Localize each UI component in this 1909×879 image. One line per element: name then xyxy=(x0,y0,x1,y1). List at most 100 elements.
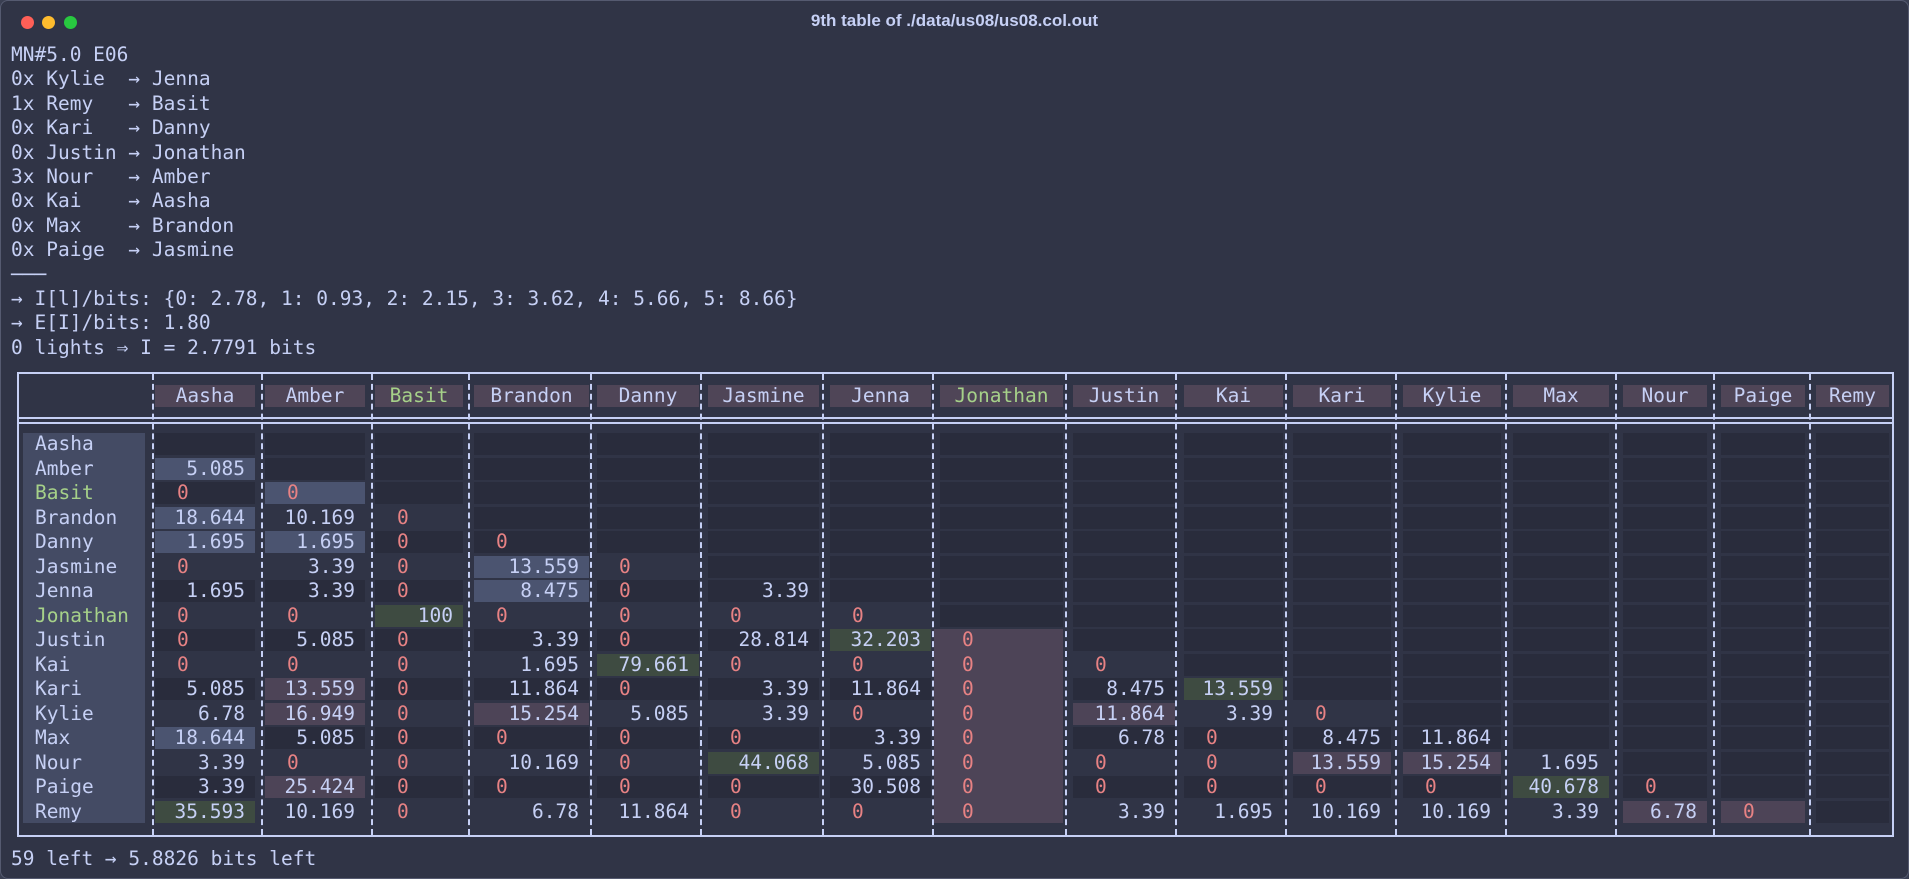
highlight-column xyxy=(934,629,1063,823)
zoom-button[interactable] xyxy=(64,16,77,29)
table-cell xyxy=(1073,433,1175,455)
header-line: 1x Remy → Basit xyxy=(11,91,211,115)
table-cell xyxy=(1513,629,1609,651)
table-cell xyxy=(1623,751,1707,774)
table-cell: 11.864 xyxy=(830,678,931,700)
table-cell xyxy=(1403,433,1501,455)
column-divider xyxy=(1505,374,1507,835)
table-cell: 0 xyxy=(962,677,974,700)
table-cell: 0 xyxy=(375,678,463,700)
table-cell xyxy=(1403,457,1501,480)
table-cell xyxy=(1073,604,1175,627)
table-cell xyxy=(1184,482,1283,504)
table-cell: 18.644 xyxy=(155,727,255,749)
table-cell: 0 xyxy=(474,531,589,553)
table-cell xyxy=(1403,482,1501,504)
table-cell xyxy=(1293,678,1391,700)
table-cell xyxy=(1293,531,1391,553)
close-button[interactable] xyxy=(21,16,34,29)
table-cell xyxy=(940,482,1063,504)
header-rule xyxy=(17,417,1894,419)
table-cell xyxy=(830,457,931,480)
table-cell xyxy=(1623,678,1707,700)
table-cell xyxy=(830,482,931,504)
table-cell: 6.78 xyxy=(532,799,579,823)
table-cell: 1.695 xyxy=(155,531,255,553)
table-cell xyxy=(474,457,589,480)
table-cell xyxy=(1623,727,1707,749)
table-cell xyxy=(1403,604,1501,627)
table-cell: 10.169 xyxy=(508,750,579,774)
table-cell: 0 xyxy=(619,603,631,627)
table-cell: 0 xyxy=(287,652,299,676)
table-cell xyxy=(1073,457,1175,480)
table-cell xyxy=(1513,604,1609,627)
table-cell xyxy=(1073,482,1175,504)
table-cell: 79.661 xyxy=(597,653,699,676)
table-cell: 0 xyxy=(619,554,631,578)
table-cell: 6.78 xyxy=(198,701,245,725)
row-label: Kai xyxy=(35,652,71,676)
table-cell: 11.864 xyxy=(618,799,689,823)
table-cell xyxy=(1403,629,1501,651)
table-cell: 0 xyxy=(962,652,974,676)
table-cell xyxy=(1816,800,1889,823)
table-cell xyxy=(597,433,699,455)
table-cell xyxy=(1816,506,1889,529)
table-cell: 0 xyxy=(375,629,463,651)
table-cell xyxy=(1816,555,1889,578)
table-cell: 0 xyxy=(1184,727,1283,749)
table-cell xyxy=(708,482,819,504)
table-cell: 0 xyxy=(1206,750,1218,774)
table-cell: 5.085 xyxy=(155,457,255,480)
column-header: Justin xyxy=(1073,385,1175,407)
table-cell xyxy=(597,482,699,504)
table-cell: 0 xyxy=(597,727,699,749)
header-line: ─── xyxy=(11,262,47,286)
table-cell xyxy=(1513,555,1609,578)
table-cell: 3.39 xyxy=(474,629,589,651)
table-cell: 0 xyxy=(287,603,299,627)
table-cell: 5.085 xyxy=(265,727,365,749)
table-cell xyxy=(1721,727,1805,749)
header-line: → E[I]/bits: 1.80 xyxy=(11,311,211,335)
table-cell: 3.39 xyxy=(762,701,809,725)
table-cell: 0 xyxy=(730,652,742,676)
table-cell xyxy=(1073,531,1175,553)
column-divider xyxy=(1615,374,1617,835)
table-cell xyxy=(1184,506,1283,529)
row-label: Danny xyxy=(35,530,94,553)
table-cell: 28.814 xyxy=(708,629,819,651)
table-cell: 10.169 xyxy=(284,799,355,823)
table-cell: 13.559 xyxy=(1293,751,1391,774)
table-cell: 0 xyxy=(375,776,463,798)
table-cell xyxy=(1184,433,1283,455)
table-cell xyxy=(1721,702,1805,725)
row-label: Brandon xyxy=(35,505,118,529)
table-cell xyxy=(1721,506,1805,529)
table-cell: 40.678 xyxy=(1513,776,1609,798)
row-label-column xyxy=(23,433,145,823)
table-cell xyxy=(1721,604,1805,627)
table-cell xyxy=(1721,678,1805,700)
minimize-button[interactable] xyxy=(42,16,55,29)
table-cell: 0 xyxy=(962,701,974,725)
table-cell: 18.644 xyxy=(155,506,255,529)
table-cell: 0 xyxy=(375,580,463,602)
table-cell xyxy=(1513,433,1609,455)
table-cell xyxy=(940,457,1063,480)
header-line: 0x Max → Brandon xyxy=(11,213,235,237)
table-cell xyxy=(1293,580,1391,602)
table-cell xyxy=(1184,629,1283,651)
table-cell: 0 xyxy=(397,701,409,725)
table-cell: 3.39 xyxy=(265,580,365,602)
table-cell xyxy=(1513,457,1609,480)
table-cell xyxy=(1816,531,1889,553)
table-cell xyxy=(375,457,463,480)
table-cell: 13.559 xyxy=(474,555,589,578)
table-cell: 0 xyxy=(1073,776,1175,798)
row-label: Kylie xyxy=(35,701,94,725)
table-cell: 100 xyxy=(375,604,463,627)
table-cell xyxy=(1293,506,1391,529)
table-cell xyxy=(1513,727,1609,749)
